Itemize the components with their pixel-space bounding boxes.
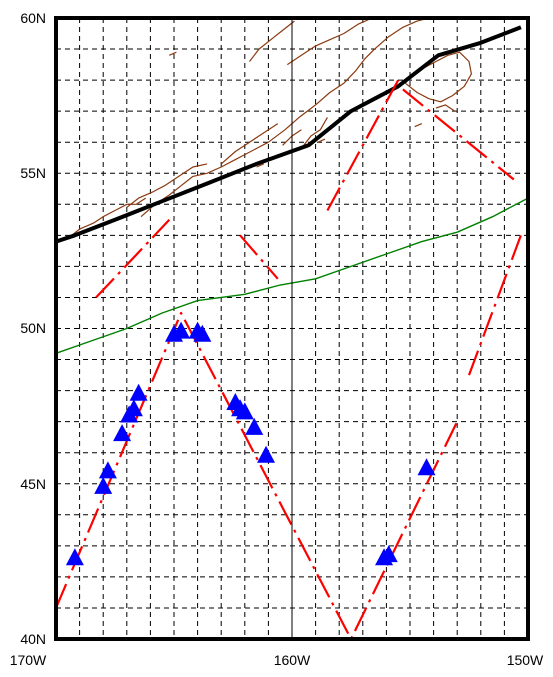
lat-label-50n: 50N (20, 320, 46, 336)
coastline-segment (303, 117, 328, 146)
ship-track-segment (239, 234, 279, 280)
station-triangle-icon (172, 321, 191, 339)
station-triangle-icon (94, 476, 113, 494)
station-triangle-icon (193, 324, 212, 342)
station-triangle-icon (98, 461, 117, 479)
station-triangle-icon (379, 545, 398, 563)
station-triangle-icon (113, 424, 132, 442)
shelf-break-line (55, 25, 522, 244)
ship-track-segment (467, 234, 522, 376)
lon-label-150w: 150W (506, 652, 544, 668)
ship-track-segment (402, 88, 515, 181)
ship-track-segment (95, 219, 171, 299)
lat-label-55n: 55N (20, 165, 46, 181)
coastline-segment (126, 163, 208, 208)
coastline-segment (317, 138, 326, 143)
coastline-segment (414, 123, 423, 128)
coastline-segment (169, 51, 177, 56)
shelf-break-layer (55, 25, 522, 244)
lat-label-40n: 40N (20, 631, 46, 647)
station-triangle-icon (257, 445, 276, 463)
ship-track-layer (54, 79, 522, 641)
coastline-segment (286, 17, 373, 66)
station-triangle-icon (417, 458, 436, 476)
ship-track-segment (326, 79, 400, 212)
lat-label-45n: 45N (20, 476, 46, 492)
station-triangle-icon (235, 402, 254, 420)
coastline-segment (220, 123, 279, 165)
station-triangle-icon (129, 383, 148, 401)
station-triangle-icon (124, 399, 143, 417)
station-layer (65, 321, 436, 566)
lat-label-60n: 60N (20, 10, 46, 26)
coastline-segment (140, 17, 430, 218)
coastline-segment (249, 20, 295, 62)
coastline-segment (67, 197, 147, 239)
ship-track-segment (54, 311, 459, 641)
coastline-segment (435, 104, 456, 112)
lon-label-170w: 170W (9, 652, 47, 668)
front-line-layer (55, 197, 529, 354)
station-triangle-icon (245, 417, 264, 435)
front-line (55, 197, 529, 354)
coastline-segment (256, 163, 264, 168)
coastline-layer (67, 17, 472, 239)
lon-label-160w: 160W (273, 652, 311, 668)
station-triangle-icon (65, 548, 84, 566)
